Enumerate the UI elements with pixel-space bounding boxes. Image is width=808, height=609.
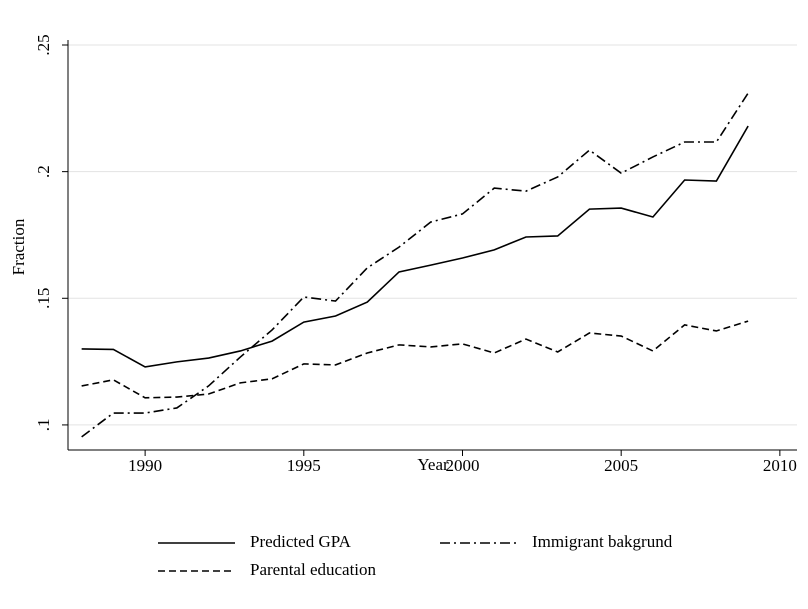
series-line [81,92,749,438]
x-tick-label: 2005 [604,456,638,475]
legend-label: Parental education [250,560,377,579]
x-tick-label: 2000 [445,456,479,475]
y-tick-label: .1 [34,419,53,432]
legend-label: Immigrant bakgrund [532,532,673,551]
legend-label: Predicted GPA [250,532,352,551]
y-tick-label: .25 [34,34,53,55]
x-tick-label: 1995 [287,456,321,475]
y-tick-label: .2 [34,165,53,178]
y-tick-label: .15 [34,288,53,309]
x-tick-label: 2010 [763,456,797,475]
x-axis-label: Year [417,455,449,474]
series-line [81,320,749,399]
series-line [81,125,749,368]
x-tick-label: 1990 [128,456,162,475]
y-axis-label: Fraction [9,218,28,275]
